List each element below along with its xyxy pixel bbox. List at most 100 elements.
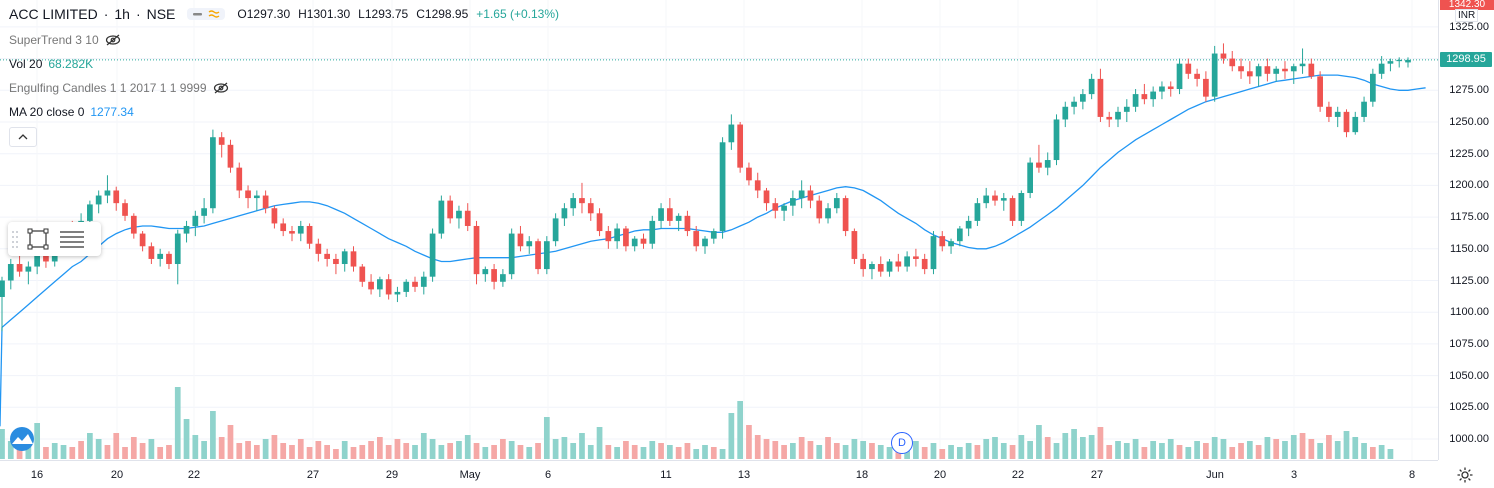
volume-bar bbox=[464, 435, 471, 459]
rectangle-tool-button[interactable] bbox=[21, 222, 55, 256]
candle-body bbox=[983, 195, 990, 204]
candle-body bbox=[543, 241, 550, 270]
lines-icon bbox=[60, 231, 84, 248]
candle-body bbox=[456, 210, 462, 219]
candlestick-chart[interactable] bbox=[0, 0, 1438, 460]
price-tick-label: 1000.00 bbox=[1449, 433, 1489, 445]
time-tick-label: 20 bbox=[933, 469, 947, 481]
candle-body bbox=[921, 258, 928, 270]
gear-icon[interactable] bbox=[1456, 466, 1474, 484]
candle-body bbox=[245, 190, 251, 199]
volume-bar bbox=[1097, 427, 1104, 459]
candle-body bbox=[1071, 101, 1077, 107]
volume-bar bbox=[1387, 449, 1394, 459]
candle-body bbox=[1088, 78, 1095, 95]
candle-body bbox=[614, 228, 620, 242]
candle-body bbox=[895, 261, 902, 267]
volume-bar bbox=[587, 445, 594, 459]
candle bbox=[543, 236, 550, 275]
volume-bar bbox=[1238, 443, 1244, 459]
candle-body bbox=[166, 253, 172, 265]
candle bbox=[1194, 68, 1200, 87]
candle-body bbox=[640, 238, 647, 244]
candle-body bbox=[429, 233, 436, 277]
indicator-volume[interactable]: Vol 20 68.282K bbox=[9, 57, 93, 71]
volume-bar bbox=[640, 447, 647, 459]
candle-body bbox=[833, 198, 840, 209]
candle bbox=[728, 114, 735, 150]
candle-body bbox=[965, 220, 972, 229]
candle bbox=[1053, 114, 1060, 166]
price-axis[interactable]: 1325.001300.001275.001250.001225.001200.… bbox=[1438, 0, 1494, 460]
candle-body bbox=[825, 208, 831, 219]
drag-handle[interactable] bbox=[11, 229, 21, 249]
floating-drawing-toolbar[interactable] bbox=[8, 222, 101, 256]
candle bbox=[614, 223, 620, 249]
candle-body bbox=[517, 233, 524, 247]
candle-body bbox=[104, 190, 111, 196]
candle bbox=[1255, 63, 1262, 87]
candle-body bbox=[183, 225, 190, 234]
currency-label[interactable]: INR bbox=[1455, 9, 1479, 22]
candle-body bbox=[754, 180, 761, 191]
interval-label[interactable]: 1h bbox=[114, 6, 130, 22]
volume-bar bbox=[737, 401, 744, 459]
candle bbox=[1290, 63, 1297, 84]
candle-body bbox=[1229, 58, 1236, 67]
candle-body bbox=[95, 195, 102, 205]
volume-bar bbox=[245, 441, 251, 459]
symbol-name[interactable]: ACC LIMITED bbox=[9, 6, 98, 22]
volume-bar bbox=[148, 439, 155, 459]
volume-bar bbox=[1203, 443, 1209, 459]
candle bbox=[16, 253, 23, 277]
time-axis[interactable]: 16 20 22 27 29 May 6 11 13 18 20 22 27 Jun 3 8 bbox=[0, 460, 1438, 488]
volume-bar bbox=[921, 447, 928, 459]
settings-lines-button[interactable] bbox=[55, 222, 89, 256]
candle-body bbox=[535, 241, 541, 270]
chart-type-toggle[interactable] bbox=[187, 8, 226, 20]
candle-body bbox=[974, 203, 981, 221]
volume-bar bbox=[1273, 439, 1280, 459]
price-tick-label: 1075.00 bbox=[1449, 337, 1489, 350]
chart-grid bbox=[0, 26, 1438, 440]
candle bbox=[253, 190, 260, 211]
eye-crossed-icon[interactable] bbox=[213, 82, 229, 94]
volume-bar bbox=[1264, 437, 1271, 459]
volume-bar bbox=[271, 435, 278, 459]
candle bbox=[552, 213, 559, 247]
candle-body bbox=[842, 198, 849, 232]
candle bbox=[456, 205, 462, 229]
volume-bar bbox=[456, 441, 462, 459]
candle bbox=[974, 198, 981, 226]
ma-20-line bbox=[0, 74, 1426, 427]
dividend-marker[interactable]: D bbox=[891, 432, 913, 454]
collapse-legend-button[interactable] bbox=[9, 127, 37, 147]
volume-bar bbox=[869, 443, 875, 459]
candle bbox=[508, 228, 515, 280]
volume-bar bbox=[60, 445, 67, 459]
indicator-supertrend[interactable]: SuperTrend 3 10 bbox=[9, 33, 121, 47]
eye-crossed-icon[interactable] bbox=[105, 34, 121, 46]
candle bbox=[7, 258, 14, 290]
volume-bar bbox=[1115, 441, 1121, 459]
volume-bar bbox=[605, 445, 612, 459]
candle bbox=[1071, 96, 1077, 115]
time-tick-label: 29 bbox=[385, 469, 399, 481]
tradingview-logo[interactable] bbox=[6, 426, 38, 452]
candle bbox=[640, 233, 647, 249]
candle-body bbox=[781, 205, 787, 211]
indicator-ma[interactable]: MA 20 close 0 1277.34 bbox=[9, 105, 134, 119]
candle-body bbox=[1080, 94, 1086, 102]
candle bbox=[948, 238, 954, 254]
minus-icon bbox=[193, 13, 203, 16]
candle bbox=[1097, 68, 1104, 122]
volume-bar bbox=[913, 441, 919, 459]
open-value: O1297.30 bbox=[237, 7, 291, 21]
candle bbox=[464, 203, 471, 232]
candle-body bbox=[1387, 61, 1394, 64]
candle bbox=[1378, 56, 1385, 79]
indicator-engulfing[interactable]: Engulfing Candles 1 1 2017 1 1 9999 bbox=[9, 81, 229, 95]
volume-bar bbox=[183, 419, 190, 459]
volume-bar bbox=[649, 441, 656, 459]
candle-body bbox=[192, 215, 199, 226]
